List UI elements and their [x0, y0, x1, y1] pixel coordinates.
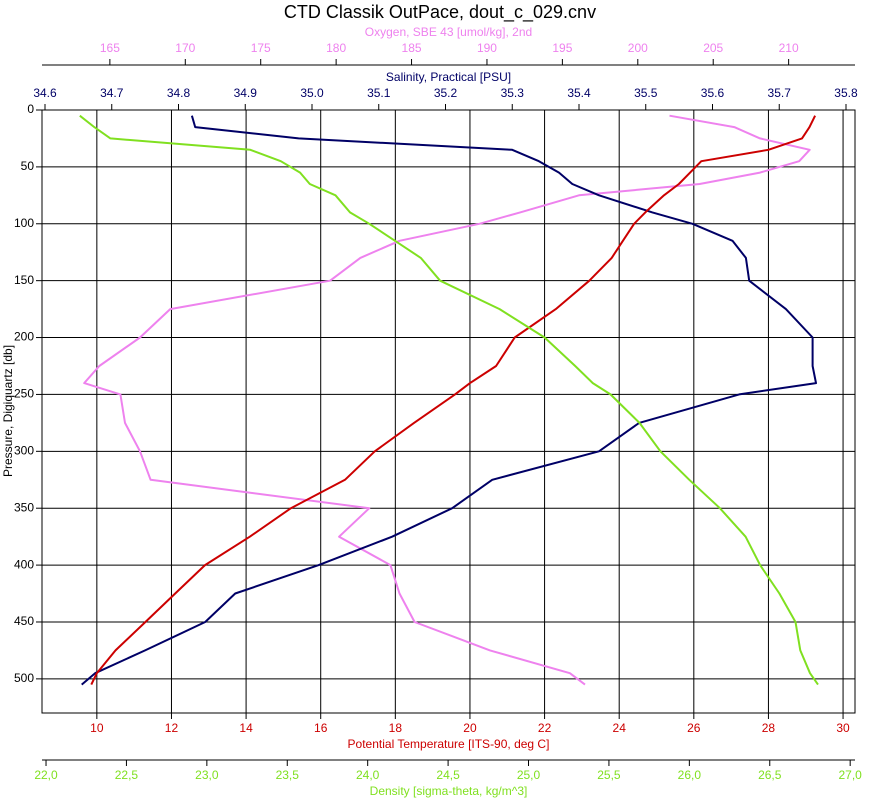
- profile-line: [90, 115, 816, 686]
- x-tick-label: 26,5: [758, 768, 782, 782]
- x-tick-label: 14: [239, 721, 253, 735]
- x-tick-label: 12: [165, 721, 179, 735]
- plot-frame: [41, 109, 856, 714]
- x-tick-label: 35.0: [300, 86, 324, 100]
- x-tick-label: 34.8: [167, 86, 191, 100]
- y-tick-label: 250: [14, 387, 34, 401]
- x-tick-label: 34.7: [100, 86, 124, 100]
- profile-line: [83, 114, 811, 686]
- x-axis-title: Potential Temperature [ITS-90, deg C]: [348, 737, 550, 751]
- x-tick-label: 35.4: [567, 86, 591, 100]
- x-tick-label: 35.1: [367, 86, 391, 100]
- x-tick-label: 175: [251, 41, 271, 55]
- profile-line: [79, 114, 819, 686]
- x-tick-label: 165: [100, 41, 120, 55]
- chart-title: CTD Classik OutPace, dout_c_029.cnv: [284, 2, 596, 23]
- x-tick-label: 35.3: [501, 86, 525, 100]
- x-axis-title: Salinity, Practical [PSU]: [386, 70, 511, 84]
- x-axis-title: Density [sigma-theta, kg/m^3]: [370, 784, 528, 798]
- x-tick-label: 190: [477, 41, 497, 55]
- x-tick-label: 205: [703, 41, 723, 55]
- x-tick-label: 24,0: [356, 768, 380, 782]
- x-tick-label: 210: [779, 41, 799, 55]
- x-tick-label: 24,5: [436, 768, 460, 782]
- x-tick-label: 35.5: [634, 86, 658, 100]
- y-axis-title: Pressure, Digiquartz [db]: [1, 345, 15, 477]
- x-tick-label: 200: [628, 41, 648, 55]
- x-tick-label: 34.6: [33, 86, 57, 100]
- x-tick-label: 35.8: [834, 86, 858, 100]
- x-tick-label: 185: [402, 41, 422, 55]
- y-tick-label: 350: [14, 500, 34, 514]
- y-tick-label: 450: [14, 614, 34, 628]
- x-tick-label: 25,0: [517, 768, 541, 782]
- x-tick-label: 35.2: [434, 86, 458, 100]
- x-tick-label: 26,0: [678, 768, 702, 782]
- x-tick-label: 30: [836, 721, 850, 735]
- x-tick-label: 18: [389, 721, 403, 735]
- x-tick-label: 22,5: [115, 768, 139, 782]
- x-tick-label: 20: [463, 721, 477, 735]
- x-tick-label: 23,5: [276, 768, 300, 782]
- x-tick-label: 25,5: [597, 768, 621, 782]
- y-tick-label: 500: [14, 671, 34, 685]
- x-tick-label: 35.6: [701, 86, 725, 100]
- x-tick-label: 23,0: [195, 768, 219, 782]
- y-tick-label: 300: [14, 443, 34, 457]
- x-tick-label: 195: [552, 41, 572, 55]
- x-tick-label: 22,0: [34, 768, 58, 782]
- y-tick-label: 50: [21, 159, 35, 173]
- x-tick-label: 16: [314, 721, 328, 735]
- x-tick-label: 180: [326, 41, 346, 55]
- y-tick-label: 0: [27, 102, 34, 116]
- x-tick-label: 170: [175, 41, 195, 55]
- x-tick-label: 10: [90, 721, 104, 735]
- profile-line: [81, 115, 817, 686]
- y-tick-label: 150: [14, 273, 34, 287]
- x-tick-label: 35.7: [768, 86, 792, 100]
- x-tick-label: 34.9: [234, 86, 258, 100]
- y-tick-label: 100: [14, 216, 34, 230]
- x-tick-label: 22: [538, 721, 552, 735]
- x-tick-label: 26: [687, 721, 701, 735]
- x-tick-label: 24: [613, 721, 627, 735]
- x-tick-label: 28: [762, 721, 776, 735]
- y-tick-label: 200: [14, 330, 34, 344]
- x-axis-title: Oxygen, SBE 43 [umol/kg], 2nd: [365, 25, 532, 39]
- x-tick-label: 27,0: [838, 768, 862, 782]
- y-tick-label: 400: [14, 557, 34, 571]
